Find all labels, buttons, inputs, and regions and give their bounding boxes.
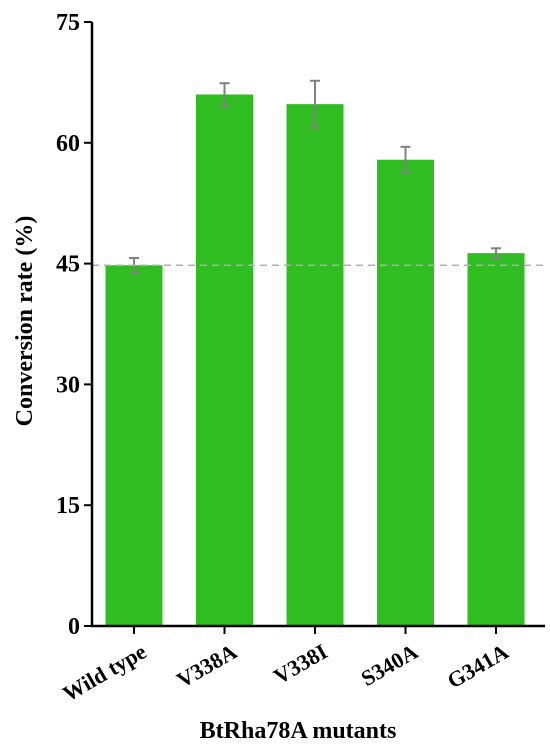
y-tick-label: 0 [68,614,80,640]
y-tick-label: 75 [56,10,80,36]
y-axis-title: Conversion rate (%) [12,216,38,427]
y-ticks-layer: 0 15 30 45 60 75 [56,10,92,640]
y-tick-label: 45 [56,252,80,278]
x-tick-label: Wild type [58,639,150,707]
x-tick-label: V338A [172,639,241,693]
y-tick-label: 15 [56,493,80,519]
bar [286,104,344,627]
bar [196,94,253,627]
error-bar [219,82,230,107]
bar [377,159,434,626]
x-ticks-layer: Wild type V338A V338I S340A G341A [58,626,513,707]
bar [467,253,525,626]
bars-layer [105,94,525,627]
x-tick-label: V338I [269,639,331,689]
x-tick-label: S340A [357,639,423,691]
error-bar [400,145,411,174]
error-bars-layer [129,79,501,274]
error-bar [491,247,501,259]
y-tick-label: 30 [56,372,80,398]
y-tick-label: 60 [56,131,80,157]
x-tick-label: G341A [443,639,513,694]
bar [105,265,163,626]
error-bar [310,79,320,129]
x-axis-title: BtRha78A mutants [200,718,397,744]
